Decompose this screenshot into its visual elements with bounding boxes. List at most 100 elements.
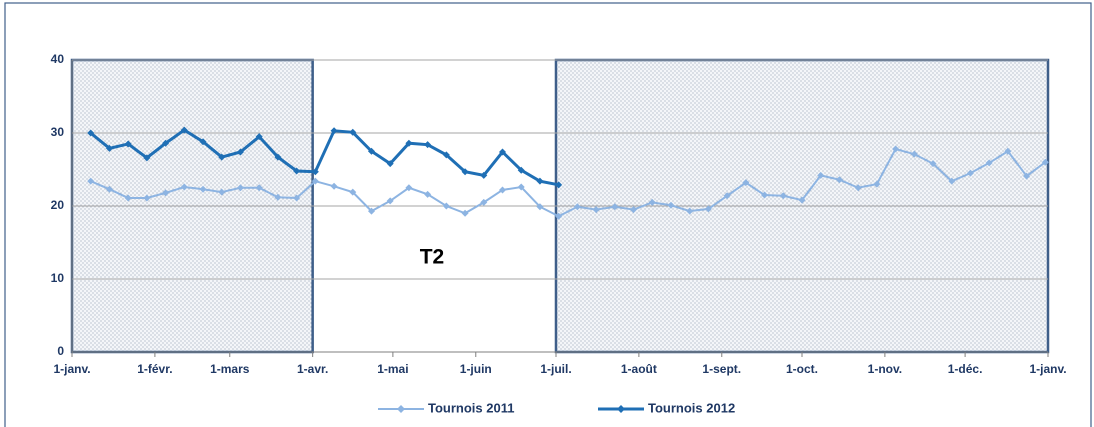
- point: [985, 159, 993, 167]
- point: [892, 145, 900, 153]
- point: [424, 190, 432, 198]
- point: [180, 183, 188, 191]
- series-line: [90, 147, 1046, 218]
- point: [162, 139, 170, 147]
- point: [218, 188, 226, 196]
- point: [87, 129, 95, 137]
- point: [966, 169, 974, 177]
- point: [929, 160, 937, 168]
- point: [910, 150, 918, 158]
- point: [330, 127, 338, 135]
- x-tick-label: 1-juin: [460, 362, 492, 376]
- legend-label: Tournois 2011: [428, 400, 514, 415]
- point: [517, 166, 525, 174]
- point: [274, 193, 282, 201]
- y-tick-label: 10: [51, 271, 65, 285]
- point: [442, 151, 450, 159]
- point: [1041, 158, 1049, 166]
- point: [105, 144, 113, 152]
- x-tick-label: 1-janv.: [53, 362, 90, 376]
- point: [293, 194, 301, 202]
- point: [611, 203, 619, 211]
- point: [311, 177, 319, 185]
- x-tick-label: 1-oct.: [786, 362, 818, 376]
- point: [686, 207, 694, 215]
- legend-label: Tournois 2012: [648, 400, 735, 415]
- point: [386, 160, 394, 168]
- point: [948, 177, 956, 185]
- point: [349, 128, 357, 136]
- point: [499, 186, 507, 194]
- point: [274, 153, 282, 161]
- point: [1004, 147, 1012, 155]
- point: [480, 198, 488, 206]
- point: [162, 189, 170, 197]
- point: [199, 185, 207, 193]
- y-tick-label: 30: [51, 125, 65, 139]
- point: [143, 154, 151, 162]
- point: [536, 177, 544, 185]
- point: [480, 171, 488, 179]
- point: [180, 126, 188, 134]
- point: [105, 185, 113, 193]
- point: [293, 167, 301, 175]
- y-tick-label: 0: [57, 344, 64, 358]
- x-tick-label: 1-juil.: [540, 362, 571, 376]
- point: [405, 184, 413, 192]
- point: [630, 206, 638, 214]
- point: [424, 141, 432, 149]
- point: [573, 203, 581, 211]
- legend-marker: [397, 405, 405, 413]
- point: [124, 194, 132, 202]
- annotation: T2: [420, 246, 445, 269]
- point: [742, 179, 750, 187]
- point: [349, 188, 357, 196]
- point: [311, 168, 319, 176]
- x-tick-label: 1-janv.: [1029, 362, 1066, 376]
- point: [236, 148, 244, 156]
- x-tick-label: 1-nov.: [868, 362, 902, 376]
- point: [499, 148, 507, 156]
- point: [873, 180, 881, 188]
- point: [386, 197, 394, 205]
- point: [723, 192, 731, 200]
- point: [367, 207, 375, 215]
- point: [817, 171, 825, 179]
- point: [367, 147, 375, 155]
- point: [405, 139, 413, 147]
- point: [255, 133, 263, 141]
- point: [648, 198, 656, 206]
- point: [124, 140, 132, 148]
- point: [1023, 172, 1031, 180]
- x-tick-label: 1-févr.: [137, 362, 172, 376]
- point: [255, 184, 263, 192]
- point: [854, 184, 862, 192]
- point: [461, 168, 469, 176]
- point: [236, 184, 244, 192]
- point: [199, 138, 207, 146]
- y-tick-label: 20: [51, 198, 65, 212]
- point: [592, 206, 600, 214]
- point: [704, 205, 712, 213]
- point: [667, 201, 675, 209]
- point: [143, 194, 151, 202]
- x-tick-label: 1-mai: [377, 362, 408, 376]
- point: [517, 183, 525, 191]
- point: [555, 212, 563, 220]
- x-tick-label: 1-août: [621, 362, 657, 376]
- point: [461, 209, 469, 217]
- point: [218, 153, 226, 161]
- y-tick-label: 40: [51, 52, 65, 66]
- point: [835, 176, 843, 184]
- point: [442, 202, 450, 210]
- point: [330, 182, 338, 190]
- series-line: [89, 128, 559, 187]
- x-tick-label: 1-avr.: [297, 362, 328, 376]
- point: [536, 203, 544, 211]
- point: [555, 181, 563, 189]
- legend-marker: [617, 405, 625, 413]
- x-tick-label: 1-déc.: [948, 362, 983, 376]
- point: [779, 192, 787, 200]
- point: [87, 177, 95, 185]
